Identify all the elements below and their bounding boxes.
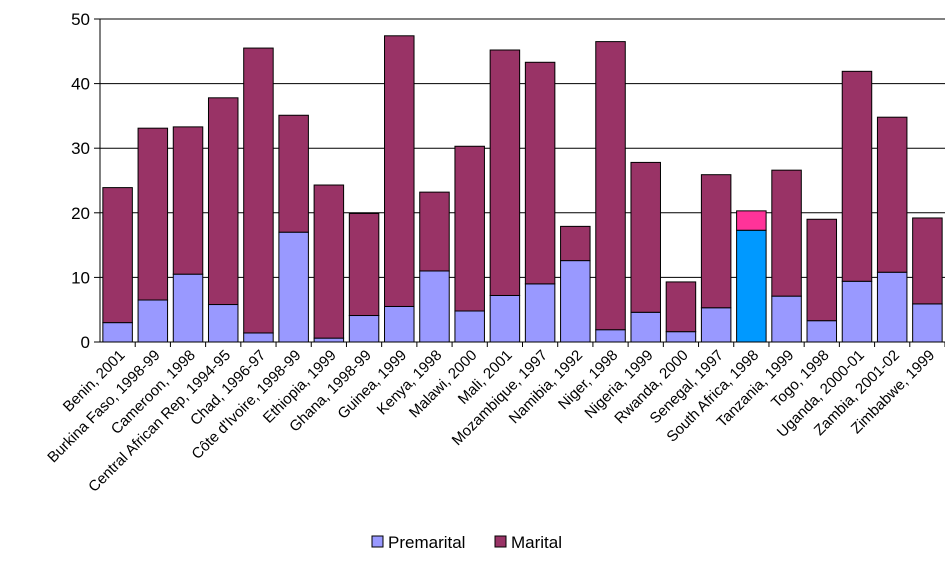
bar-premarital-15 (630, 311, 661, 343)
bar-premarital-20 (806, 320, 838, 343)
bar-marital-19 (771, 169, 802, 297)
bar-premarital-22 (876, 271, 908, 343)
y-tick-label: 50 (71, 10, 90, 29)
bar-premarital-2 (172, 273, 204, 343)
bar-premarital-8 (384, 305, 415, 343)
bar-premarital-16 (665, 331, 697, 343)
bar-premarital-10 (454, 310, 485, 343)
bar-premarital-4 (243, 332, 274, 343)
bar-marital-12 (524, 61, 556, 285)
y-tick-label: 10 (71, 268, 90, 287)
bar-marital-11 (489, 49, 521, 296)
bar-marital-15 (630, 161, 661, 313)
y-tick-label: 30 (71, 139, 90, 158)
legend: Premarital Marital (371, 533, 562, 552)
y-tick-label: 40 (71, 75, 90, 94)
bar-premarital-21 (841, 280, 873, 343)
bar-premarital-13 (560, 260, 591, 343)
bar-marital-7 (348, 212, 380, 317)
bar-marital-3 (207, 97, 239, 306)
bar-premarital-23 (912, 303, 943, 343)
bar-premarital-5 (278, 231, 309, 343)
legend-swatch-premarital (371, 535, 384, 548)
bar-marital-0 (102, 187, 133, 324)
bar-premarital-9 (419, 270, 450, 343)
y-tick-label: 20 (71, 204, 90, 223)
gridlines (100, 18, 945, 278)
bar-marital-16 (665, 281, 697, 333)
bar-premarital-11 (489, 294, 521, 343)
bar-premarital-14 (595, 329, 626, 343)
bar-premarital-7 (348, 315, 380, 343)
bar-marital-18 (736, 210, 767, 231)
bar-marital-22 (876, 116, 908, 273)
bar-premarital-18 (736, 229, 767, 343)
bar-premarital-3 (207, 304, 239, 343)
bar-marital-14 (595, 41, 626, 331)
bar-marital-5 (278, 114, 309, 233)
bar-premarital-0 (102, 322, 133, 343)
bars (102, 35, 943, 343)
bar-premarital-12 (524, 283, 556, 343)
bar-marital-9 (419, 191, 450, 272)
legend-label-premarital: Premarital (388, 533, 465, 552)
bar-marital-13 (560, 225, 591, 262)
bar-marital-4 (243, 47, 274, 334)
legend-label-marital: Marital (511, 533, 562, 552)
y-tick-labels: 0 10 20 30 40 50 (71, 10, 100, 352)
bar-premarital-19 (771, 295, 802, 343)
bar-marital-10 (454, 145, 485, 312)
legend-swatch-marital (494, 535, 507, 548)
bar-premarital-6 (313, 337, 345, 343)
bar-marital-23 (912, 217, 943, 305)
bar-marital-6 (313, 184, 345, 339)
bar-marital-2 (172, 126, 204, 275)
bar-premarital-1 (137, 299, 169, 343)
bar-marital-17 (700, 174, 732, 309)
bar-marital-8 (384, 35, 415, 307)
y-tick-label: 0 (81, 333, 90, 352)
bar-marital-21 (841, 70, 873, 282)
bar-marital-20 (806, 218, 838, 322)
bar-premarital-17 (700, 307, 732, 343)
bar-marital-1 (137, 127, 169, 301)
